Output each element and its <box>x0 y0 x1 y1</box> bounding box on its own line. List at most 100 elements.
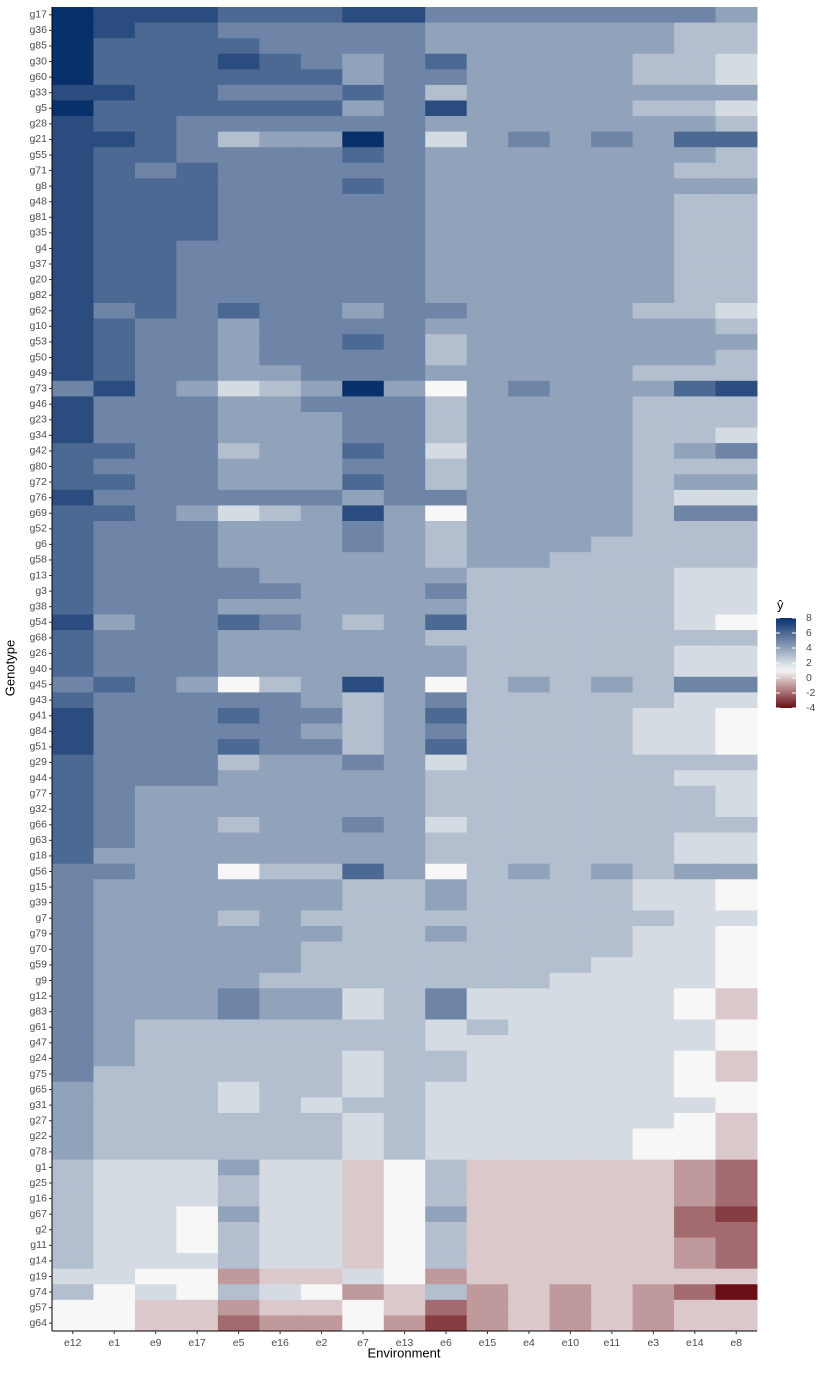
cell <box>383 754 426 771</box>
cell <box>93 1237 136 1254</box>
cell <box>176 957 219 974</box>
cell <box>93 692 136 709</box>
cell <box>715 7 758 24</box>
cell <box>715 225 758 242</box>
cell <box>383 894 426 911</box>
cell <box>93 1299 136 1316</box>
x-tick-label: e8 <box>730 1337 742 1349</box>
cell <box>425 1253 468 1270</box>
cell <box>93 1206 136 1223</box>
cell <box>715 1175 758 1192</box>
cell <box>466 1112 509 1130</box>
y-tick-label: g65 <box>29 1083 47 1095</box>
cell <box>549 1035 592 1052</box>
cell <box>52 474 94 491</box>
cell <box>674 910 717 927</box>
cell <box>134 1299 177 1316</box>
cell <box>715 287 758 304</box>
cell <box>715 396 758 413</box>
cell <box>674 552 717 569</box>
cell <box>217 53 260 70</box>
y-tick-label: g66 <box>29 819 47 831</box>
cell <box>715 1081 758 1098</box>
cell <box>52 801 94 818</box>
cell <box>93 84 136 101</box>
cell <box>383 816 426 834</box>
cell <box>342 240 385 257</box>
cell <box>217 630 260 647</box>
cell <box>217 926 260 943</box>
cell <box>52 84 94 101</box>
cell <box>508 396 551 413</box>
cell <box>342 474 385 491</box>
cell <box>217 474 260 491</box>
cell <box>176 1081 219 1098</box>
cell <box>93 832 136 849</box>
cell <box>632 801 675 818</box>
cell <box>93 785 136 802</box>
cell <box>383 100 426 117</box>
cell <box>259 1253 302 1270</box>
cell <box>52 240 94 257</box>
cell <box>217 863 260 880</box>
cell <box>508 1081 551 1098</box>
cell <box>632 552 675 569</box>
cell <box>632 926 675 943</box>
cell <box>466 1050 509 1067</box>
cell <box>342 754 385 771</box>
cell <box>342 957 385 974</box>
cell <box>52 22 94 39</box>
cell <box>134 863 177 880</box>
cell <box>300 1253 343 1270</box>
cell <box>134 380 177 397</box>
cell <box>134 832 177 849</box>
cell <box>591 536 634 553</box>
cell <box>632 53 675 70</box>
x-tick-label: e12 <box>64 1337 82 1349</box>
cell <box>342 692 385 709</box>
cell <box>52 879 94 896</box>
cell <box>176 318 219 335</box>
cell <box>176 365 219 382</box>
cell <box>425 1190 468 1207</box>
cell <box>425 287 468 304</box>
cell <box>466 287 509 304</box>
cell <box>52 614 94 631</box>
cell <box>259 287 302 304</box>
y-tick-label: g5 <box>35 102 47 114</box>
cell <box>632 116 675 133</box>
cell <box>217 723 260 740</box>
cell <box>425 53 468 70</box>
y-tick-label: g51 <box>29 741 47 753</box>
cell <box>52 848 94 865</box>
cell <box>425 676 468 693</box>
cell <box>52 863 94 880</box>
cell <box>300 1284 343 1301</box>
cell <box>259 505 302 522</box>
cell <box>591 1112 634 1130</box>
cell <box>508 848 551 865</box>
cell <box>674 801 717 818</box>
cell <box>342 489 385 506</box>
cell <box>342 1050 385 1067</box>
cell <box>425 1221 468 1239</box>
cell <box>508 552 551 569</box>
cell <box>342 443 385 460</box>
cell <box>176 707 219 725</box>
cell <box>52 707 94 725</box>
cell <box>383 209 426 226</box>
cell <box>217 427 260 444</box>
cell <box>342 1003 385 1020</box>
cell <box>383 505 426 522</box>
cell <box>259 240 302 257</box>
y-tick-label: g45 <box>29 678 47 690</box>
cell <box>342 1035 385 1052</box>
cell <box>217 894 260 911</box>
cell <box>466 910 509 927</box>
cell <box>259 100 302 117</box>
cell <box>425 1144 468 1161</box>
cell <box>176 1159 219 1176</box>
cell <box>300 630 343 647</box>
cell <box>176 988 219 1005</box>
cell <box>508 941 551 958</box>
